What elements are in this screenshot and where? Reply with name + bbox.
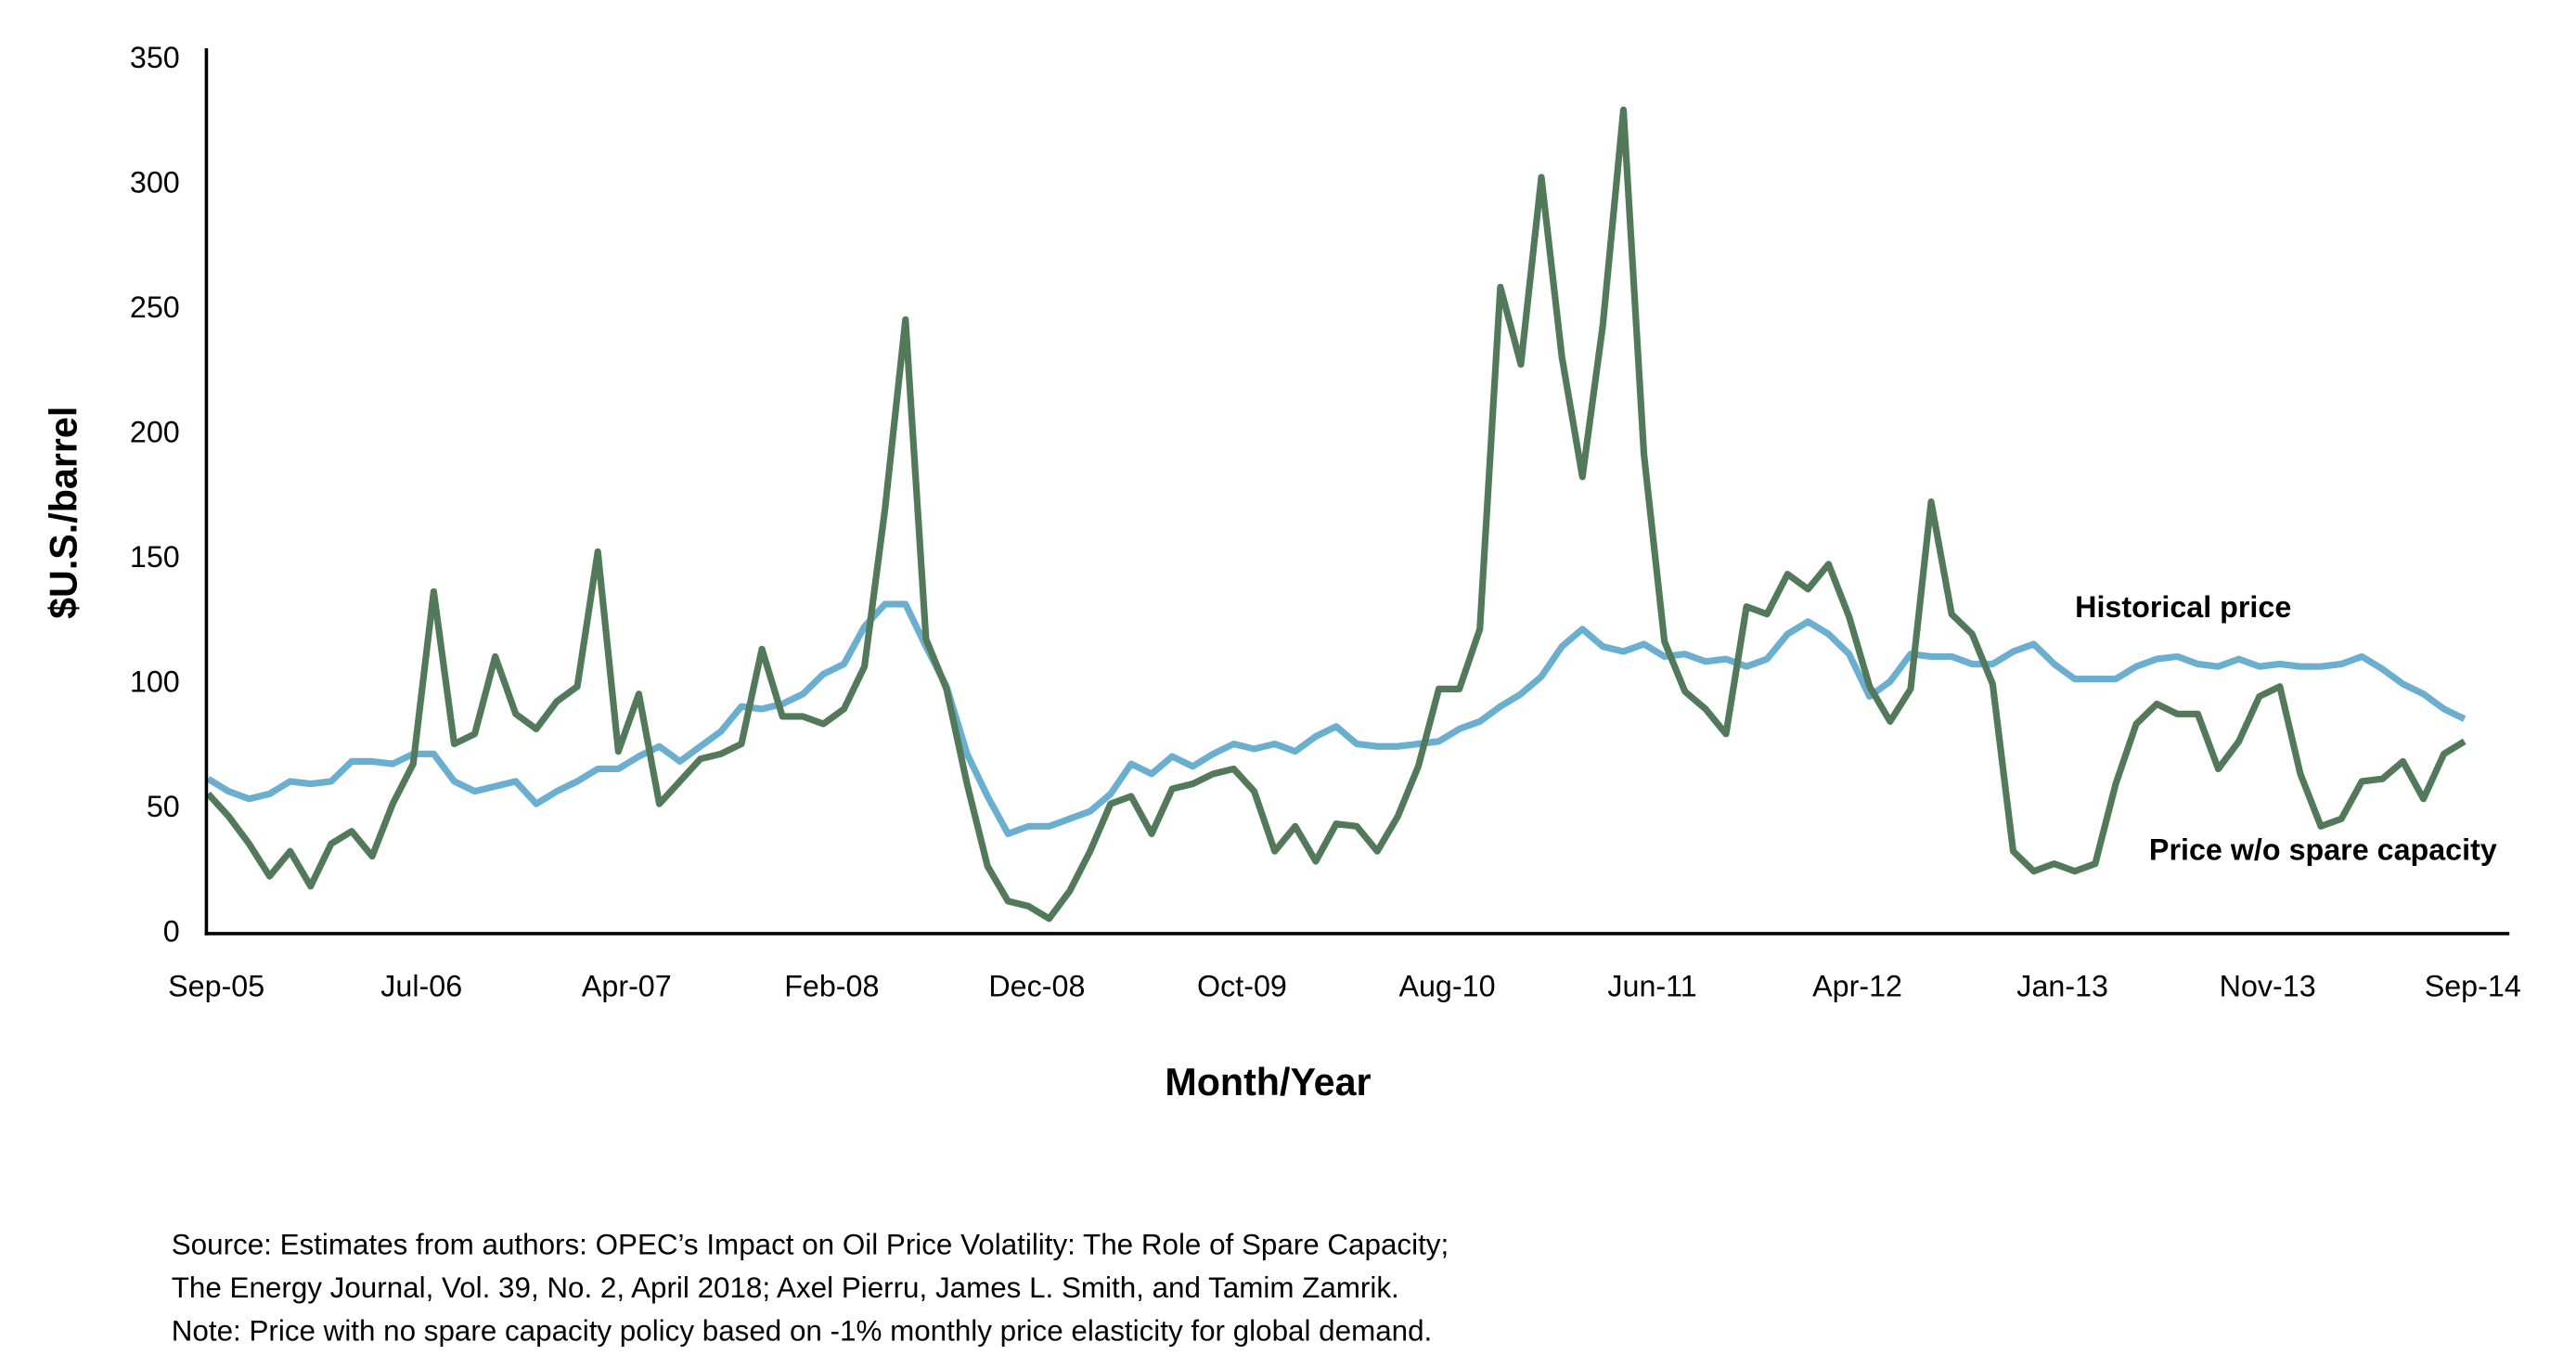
x-tick-label: Jun-11 — [1607, 970, 1696, 1003]
series-label: Historical price — [2075, 590, 2291, 624]
x-tick-label: Oct-09 — [1197, 970, 1287, 1003]
y-tick-label: 300 — [130, 166, 180, 200]
footnote: Note: Price with no spare capacity polic… — [172, 1315, 1433, 1348]
y-tick-label: 100 — [130, 665, 180, 699]
y-tick-label: 200 — [130, 416, 180, 449]
y-tick-label: 350 — [130, 41, 180, 74]
y-axis-title: $U.S./barrel — [43, 407, 85, 619]
x-tick-label: Apr-12 — [1812, 970, 1902, 1003]
x-tick-label: Sep-05 — [168, 970, 264, 1003]
series-line — [205, 106, 2467, 923]
x-tick-label: Jul-06 — [380, 970, 462, 1003]
x-tick-label: Sep-14 — [2425, 970, 2521, 1003]
x-tick-label: Nov-13 — [2220, 970, 2316, 1003]
footnote: The Energy Journal, Vol. 39, No. 2, Apri… — [172, 1271, 1399, 1304]
x-axis-title: Month/Year — [1165, 1061, 1371, 1103]
footnote: Source: Estimates from authors: OPEC’s I… — [172, 1228, 1449, 1260]
y-tick-label: 0 — [163, 915, 180, 949]
x-tick-label: Feb-08 — [784, 970, 879, 1003]
series-label: Price w/o spare capacity — [2149, 833, 2497, 867]
y-tick-label: 50 — [147, 790, 180, 823]
x-tick-label: Dec-08 — [988, 970, 1085, 1003]
y-tick-label: 150 — [130, 540, 180, 574]
x-tick-label: Apr-07 — [582, 970, 672, 1003]
series-line — [206, 600, 2467, 837]
x-tick-label: Jan-13 — [2016, 970, 2108, 1003]
x-tick-label: Aug-10 — [1398, 970, 1495, 1003]
y-tick-label: 250 — [130, 290, 180, 324]
